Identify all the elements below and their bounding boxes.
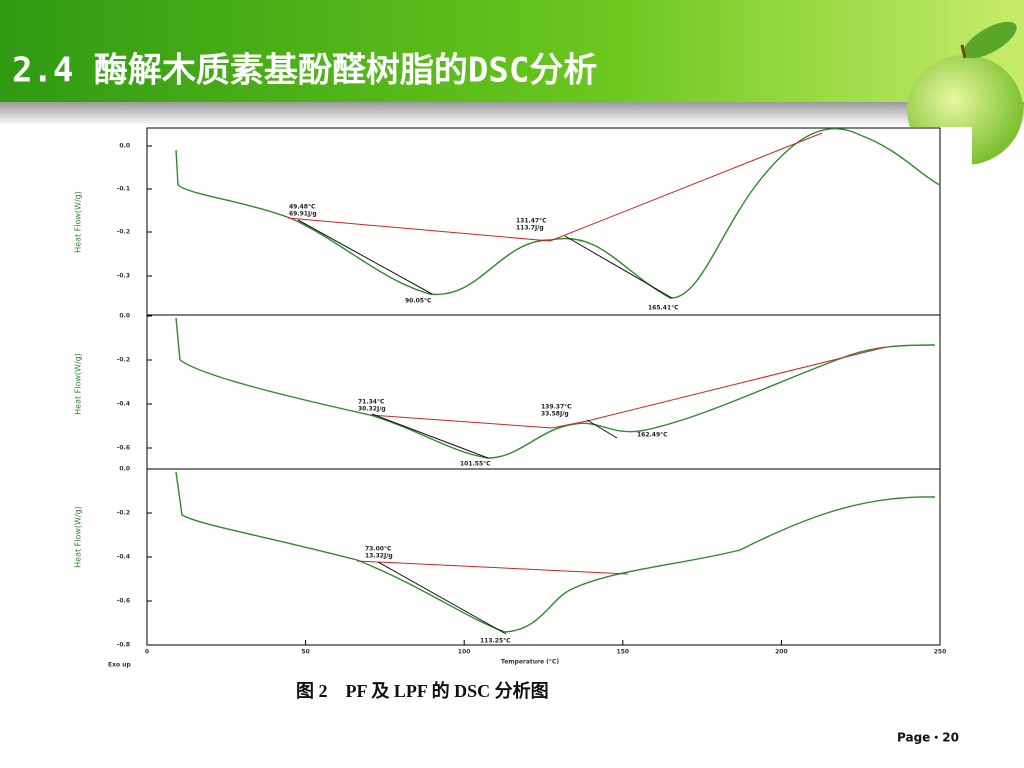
y-axis-label: Heat Flow(W/g) — [74, 191, 83, 253]
y-tick-label: -0.2 — [117, 357, 130, 364]
header-shadow — [0, 102, 1024, 126]
y-tick-label: -0.6 — [117, 445, 130, 452]
peak-annotation: 113.7J/g — [516, 225, 544, 232]
x-tick-label: 100 — [458, 649, 471, 656]
peak-annotation: 101.55°C — [460, 461, 491, 468]
peak-annotation: 162.49°C — [637, 432, 668, 439]
x-tick-label: 0 — [145, 649, 149, 656]
y-tick-label: -0.1 — [117, 186, 130, 193]
page-number: Page・20 — [897, 731, 959, 745]
y-axis-label: Heat Flow(W/g) — [74, 506, 83, 568]
x-tick-label: 150 — [617, 649, 630, 656]
y-tick-label: -0.6 — [117, 598, 130, 605]
peak-annotation: 131.47°C — [516, 218, 547, 225]
baselines — [287, 132, 887, 635]
peak-annotation: 69.91J/g — [289, 211, 317, 218]
exo-label: Exo up — [108, 662, 131, 669]
peak-annotation: 71.34°C — [358, 399, 385, 406]
peak-annotation: 49.48°C — [289, 204, 316, 211]
slide-title: 2.4 酶解木质素基酚醛树脂的DSC分析 — [12, 51, 597, 91]
peak-annotation: 139.37°C — [541, 404, 572, 411]
header-band — [0, 0, 1024, 102]
y-tick-label: 0.0 — [119, 313, 130, 320]
y-tick-label: -0.4 — [117, 554, 130, 561]
peak-annotation: 113.25°C — [480, 638, 511, 645]
dsc-curves — [175, 127, 941, 633]
x-tick-label: 50 — [301, 649, 309, 656]
x-tick-label: 250 — [934, 649, 947, 656]
x-tick-label: 200 — [775, 649, 788, 656]
y-tick-label: -0.4 — [117, 401, 130, 408]
y-tick-label: -0.8 — [117, 642, 130, 649]
peak-annotation: 73.00°C — [365, 546, 392, 553]
y-tick-label: -0.2 — [117, 510, 130, 517]
y-axis-label: Heat Flow(W/g) — [74, 353, 83, 415]
y-tick-label: 0.0 — [119, 143, 130, 150]
peak-annotation: 30.32J/g — [358, 406, 386, 413]
peak-annotation: 165.41°C — [648, 305, 679, 312]
peak-annotation: 13.32J/g — [365, 553, 393, 560]
x-axis-label: Temperature (°C) — [501, 659, 559, 666]
peak-annotation: 90.05°C — [405, 298, 432, 305]
y-tick-label: 0.0 — [119, 466, 130, 473]
y-tick-label: -0.2 — [117, 229, 130, 236]
y-tick-label: -0.3 — [117, 273, 130, 280]
figure-caption: 图 2 PF 及 LPF 的 DSC 分析图 — [296, 680, 549, 701]
figure-area — [52, 127, 972, 680]
peak-annotation: 33.58J/g — [541, 411, 569, 418]
